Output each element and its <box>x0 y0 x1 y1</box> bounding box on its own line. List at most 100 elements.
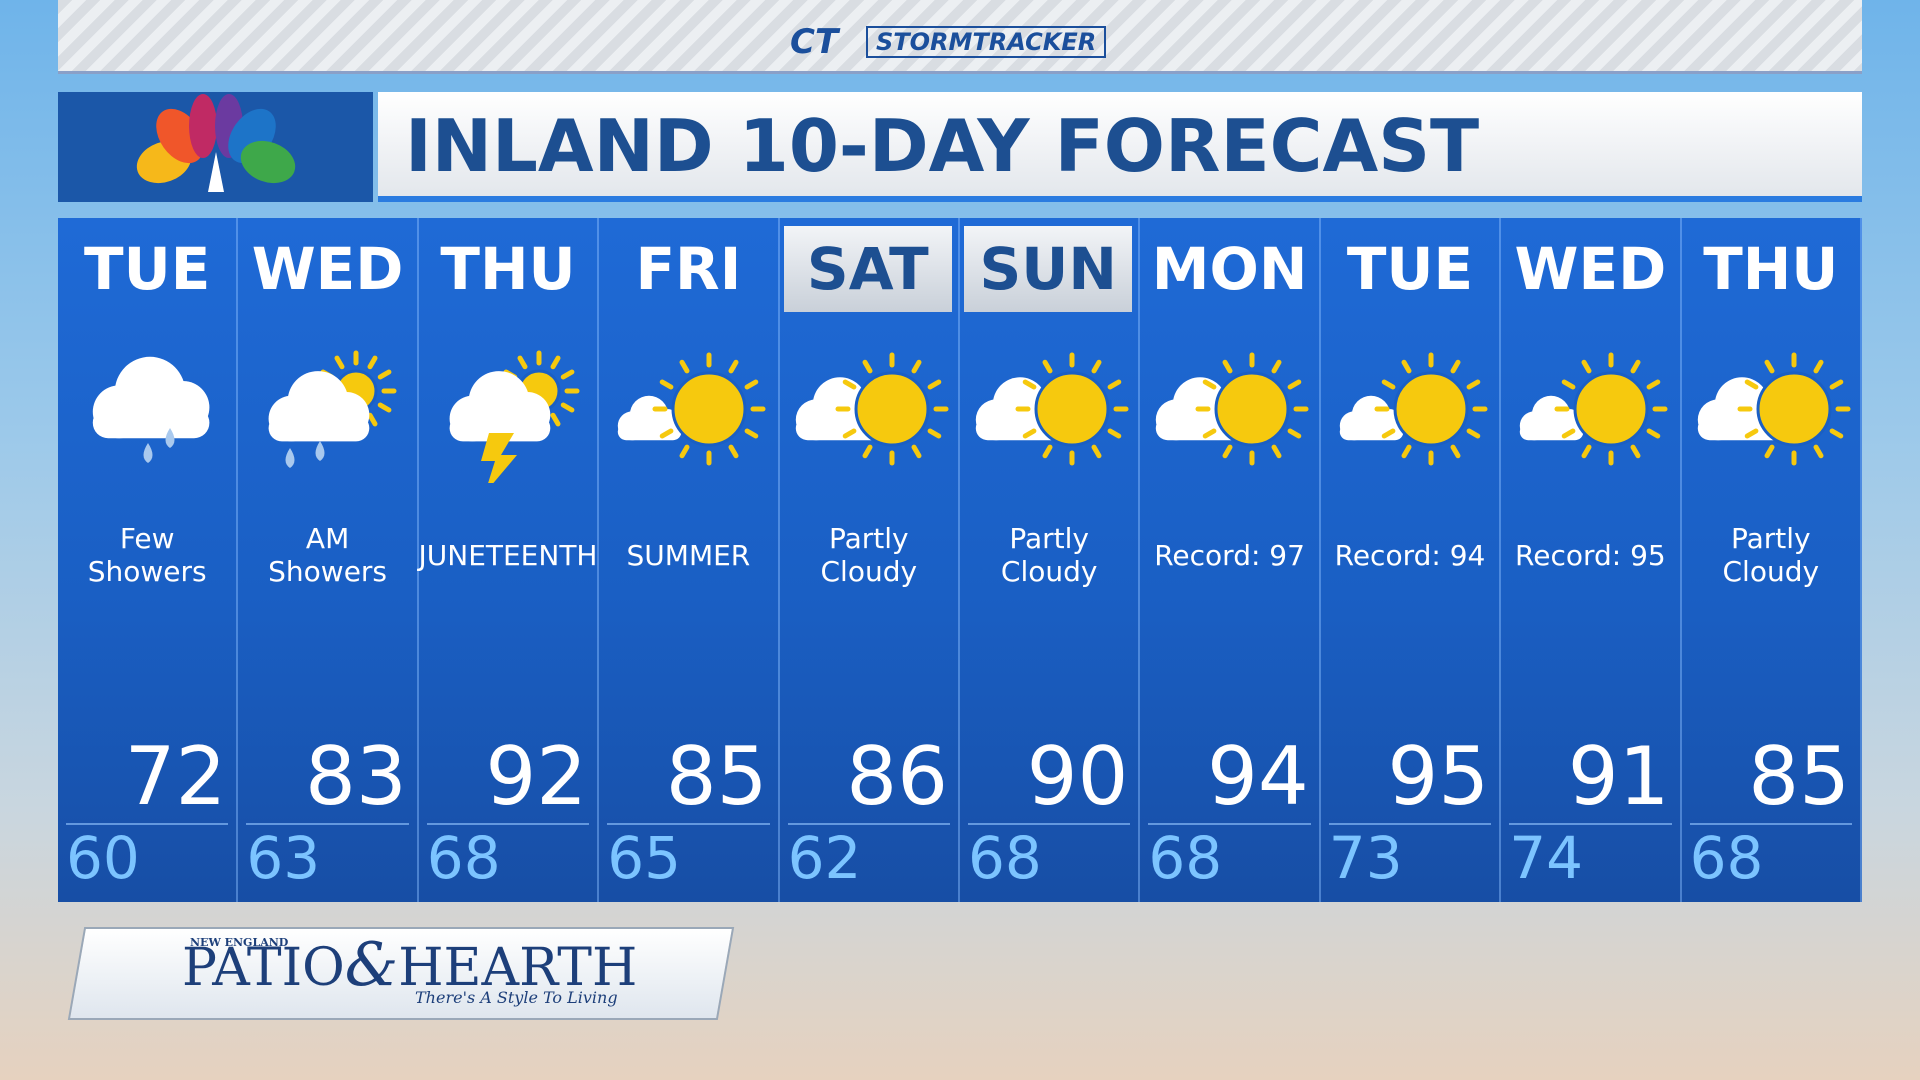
day-label: THU <box>1703 235 1839 303</box>
high-temp: 90 <box>1026 730 1129 823</box>
day-label: MON <box>1151 235 1308 303</box>
sun-ray <box>1022 379 1037 390</box>
sun-ray <box>1271 359 1282 374</box>
sun-ray <box>911 444 922 459</box>
low-temp: 65 <box>607 824 681 892</box>
sponsor-amp: & <box>344 930 399 1000</box>
condition: Record: 97 <box>1154 538 1305 572</box>
sun-ray <box>1381 428 1396 439</box>
sun-ray <box>1022 428 1037 439</box>
sponsor-name-2: HEARTH <box>398 938 638 998</box>
day-label: SAT <box>783 226 952 312</box>
divider <box>1509 823 1672 825</box>
divider <box>1328 823 1492 825</box>
cloud <box>1519 395 1584 441</box>
sun-ray <box>1091 444 1102 459</box>
day-label: WED <box>1514 235 1667 303</box>
sun-ray <box>679 444 690 459</box>
sun-ray <box>862 359 873 374</box>
sun-ray <box>1466 428 1481 439</box>
condition: Record: 95 <box>1515 538 1666 572</box>
sun-ray <box>1287 379 1302 390</box>
high-temp: 86 <box>846 730 948 823</box>
cloud-part <box>92 407 210 439</box>
sun-ray <box>1091 359 1102 374</box>
sponsor-tagline: There's A Style To Living <box>415 988 618 1007</box>
sun-ray <box>1764 359 1775 374</box>
day-label: TUE <box>1346 235 1474 303</box>
day-column: TUE Record: 94 95 73 <box>1321 218 1502 902</box>
sun-ray <box>1581 359 1592 374</box>
day-label: TUE <box>84 235 211 303</box>
weather-icon <box>268 350 397 468</box>
high-temp: 94 <box>1206 730 1309 823</box>
sun-ray <box>1646 428 1661 439</box>
sun-ray <box>1450 444 1461 459</box>
low-temp: 73 <box>1328 824 1403 892</box>
sun-ray <box>744 428 759 439</box>
rain-drop <box>315 441 325 461</box>
sun-ray <box>1764 444 1775 459</box>
condition: Partly Cloudy <box>820 522 918 588</box>
low-temp: 68 <box>1148 824 1223 892</box>
title: INLAND 10-DAY FORECAST <box>405 104 1480 188</box>
low-temp: 74 <box>1509 824 1583 892</box>
sun-ray <box>1829 428 1843 439</box>
sun-ray <box>728 444 739 459</box>
lightning <box>480 433 517 483</box>
cloud <box>1339 395 1404 441</box>
title-bar <box>378 92 1862 202</box>
sun-ray <box>1203 379 1217 390</box>
brand: STORMTRACKER <box>866 26 1107 58</box>
high-temp: 85 <box>1748 730 1850 823</box>
divider <box>1148 823 1311 825</box>
day-column: THU JUNETEENTH 92 68 <box>418 218 600 902</box>
day-column: WED Record: 95 91 74 <box>1501 218 1682 902</box>
divider <box>968 823 1131 825</box>
condition: SUMMER <box>626 538 751 572</box>
cloud-part <box>449 414 551 442</box>
sun-ray <box>1042 359 1053 374</box>
sun <box>1015 352 1129 466</box>
weather-icon <box>795 352 949 466</box>
sun <box>1554 352 1668 466</box>
sun-ray <box>560 402 575 413</box>
divider <box>607 823 770 825</box>
day-label: FRI <box>635 235 742 303</box>
rain-drop <box>285 448 295 468</box>
sun-ray <box>378 402 392 413</box>
sun-ray <box>1646 379 1661 390</box>
weather-icon <box>1519 352 1668 466</box>
condition: JUNETEENTH <box>418 538 598 572</box>
sun-ray <box>1107 428 1122 439</box>
day-column: TUE Few Showers 72 60 <box>58 218 239 902</box>
weather-icon <box>975 352 1129 466</box>
day-label: THU <box>440 235 576 303</box>
sun-ray <box>1581 444 1592 459</box>
sun-ray <box>1744 379 1758 390</box>
sun-disc <box>1034 371 1110 447</box>
sun-ray <box>659 428 674 439</box>
day-column: THU Partly Cloudy 85 68 <box>1682 218 1862 902</box>
high-temp: 85 <box>665 730 768 823</box>
condition: Few Showers <box>87 522 207 588</box>
sun <box>652 352 766 466</box>
sun-ray <box>1381 379 1396 390</box>
cloud-part <box>268 414 370 442</box>
rain-drop <box>165 428 175 448</box>
sun-ray <box>1829 379 1843 390</box>
sun-ray <box>1450 359 1461 374</box>
weather-icon <box>1156 352 1309 466</box>
low-temp: 68 <box>968 824 1042 892</box>
day-label: SUN <box>964 226 1133 312</box>
sun-ray <box>1287 428 1302 439</box>
sun-ray <box>927 379 941 390</box>
sun-ray <box>1401 444 1412 459</box>
sun-ray <box>1107 379 1122 390</box>
divider <box>1689 823 1852 825</box>
high-temp: 72 <box>124 730 227 823</box>
cloud <box>268 371 370 442</box>
sun <box>1737 352 1851 466</box>
sponsor-name: PATIO&HEARTH <box>182 930 637 1000</box>
